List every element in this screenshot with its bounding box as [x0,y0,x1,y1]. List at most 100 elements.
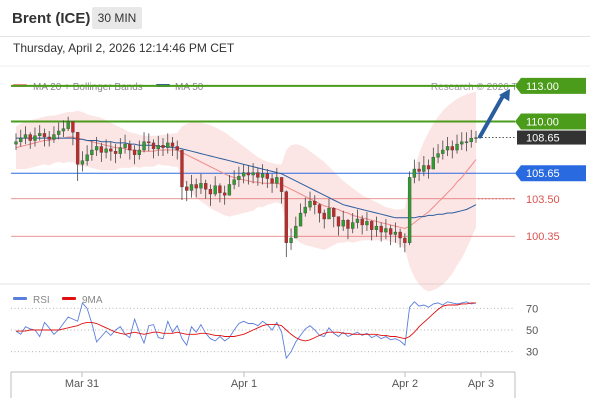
candle-body [322,212,326,220]
legend-label-ma50: MA 50 [175,82,204,93]
candle-body [194,184,198,189]
candle-body [388,228,393,235]
candle-body [218,185,222,194]
candle-body [204,183,208,190]
candle-body [360,218,364,226]
rsi-panel: 70 50 30 [11,301,538,360]
candle-body [94,146,99,151]
candle-body [374,225,379,230]
candle-body [393,231,398,235]
candle-body [33,135,37,141]
forecast-arrow-head [499,88,510,102]
x-tick-label-1: Apr 1 [231,378,257,390]
candle-body [464,141,469,143]
candle-body [417,168,421,172]
candle-body [403,237,407,243]
candle-body [232,179,236,185]
resistance-label-0: 113.00 [526,81,559,93]
candle-body [189,184,194,191]
candle-body [313,200,317,205]
candle-body [23,134,28,139]
candle-body [251,172,255,176]
candle-body [90,149,94,155]
candle-body [14,141,18,145]
x-tick-label-2: Apr 2 [392,378,418,390]
candle-body [123,143,127,148]
candle-body [279,177,284,192]
candle-body [185,186,189,191]
candle-body [246,172,251,176]
candle-body [256,172,260,178]
candle-body [199,183,203,189]
candle-body [71,121,75,133]
x-tick-label-3: Apr 3 [468,378,494,390]
candle-body [80,160,85,165]
candle-body [460,141,464,145]
legend-swatch-rsi-ma [62,297,76,300]
instrument-title: Brent (ICE) [12,10,91,27]
candle-body [336,216,341,227]
candle-body [355,218,360,223]
candle-body [113,151,118,154]
candle-body [151,142,156,150]
candle-body [142,141,146,151]
key-levels [11,84,515,237]
candle-body [161,145,165,148]
candle-body [19,137,23,142]
candlesticks [14,116,478,258]
candle-body [398,231,402,239]
support-label-red-5: 100.35 [526,231,560,243]
candle-body [47,136,51,140]
candle-body [128,143,132,151]
candle-body [365,221,369,226]
candle-body [237,175,241,180]
candle-body [260,173,265,178]
candle-body [109,148,113,152]
timeframe-button[interactable]: 30 MIN [92,7,142,29]
support-tag-blue [515,165,586,182]
candle-body [42,133,47,138]
candle-body [303,206,307,214]
legend-label-rsi-ma: 9MA [82,295,103,306]
candle-body [137,149,141,155]
rsi-ma-line [16,302,476,342]
candle-body [66,121,70,129]
candle-body [384,228,388,233]
candle-body [38,133,42,136]
resistance-tag-0 [515,77,586,94]
candle-body [445,146,450,151]
candle-body [370,221,374,230]
candle-body [156,145,160,150]
candle-body [180,149,184,188]
timestamp: Thursday, April 2, 2026 12:14:46 PM CET [13,41,235,55]
rsi-tick-2: 30 [526,347,538,359]
legend-label-rsi: RSI [33,295,50,306]
rsi-tick-0: 70 [526,303,538,315]
candle-body [379,225,383,233]
forecast-arrow-shaft [478,93,505,139]
bollinger-band-fill [16,91,476,292]
candle-body [308,200,312,208]
candle-body [332,208,336,217]
candle-body [61,128,66,132]
candle-body [28,134,32,141]
candle-body [275,177,279,184]
candle-body [241,172,246,177]
candle-body [294,225,298,239]
candle-body [227,184,232,196]
x-tick-label-0: Mar 31 [65,378,99,390]
candle-body [270,178,274,184]
candle-body [351,222,355,229]
candle-body [469,137,473,142]
candle-body [99,146,104,153]
legend-swatch-rsi [13,297,27,300]
candle-body [436,153,440,158]
last-price-label: 108.65 [526,133,560,145]
candle-body [298,212,303,227]
x-axis: Mar 31 Apr 1 Apr 2 Apr 3 [65,372,494,390]
legend-label-bollinger: MA 20 + Bollinger Bands [33,82,143,93]
candle-body [317,204,322,214]
candle-body [455,143,459,151]
candle-body [327,208,331,220]
